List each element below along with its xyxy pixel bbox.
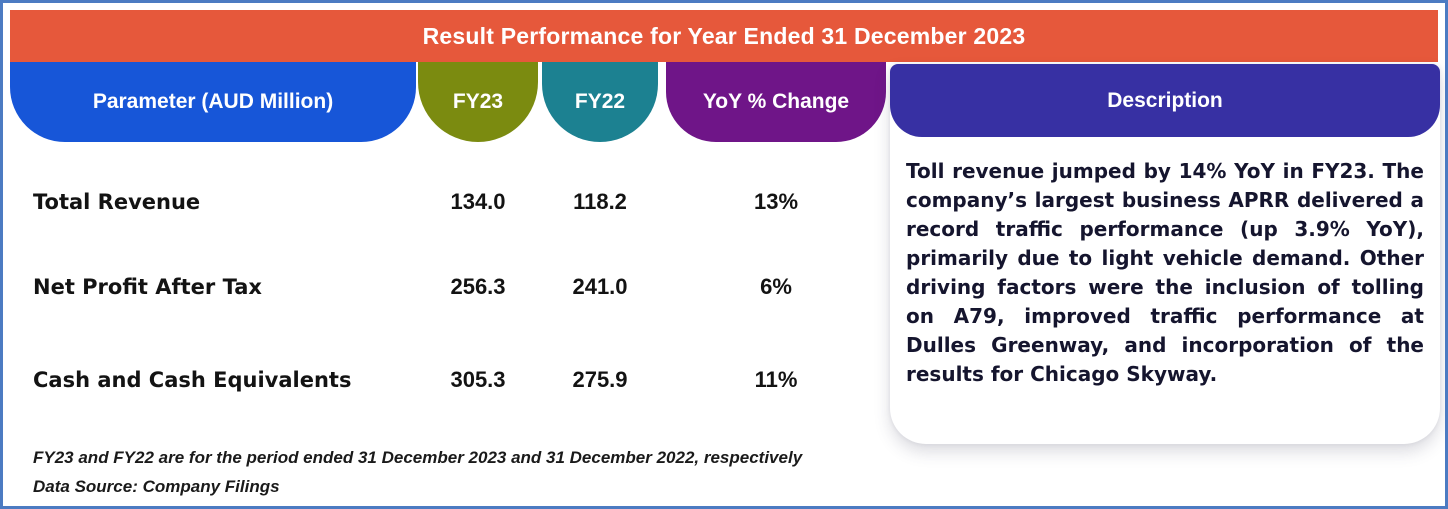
page-title: Result Performance for Year Ended 31 Dec… xyxy=(422,22,1026,49)
column-header-fy23: FY23 xyxy=(418,62,538,142)
column-header-fy23-label: FY23 xyxy=(452,90,504,113)
column-header-yoy-change: YoY % Change xyxy=(666,62,886,142)
column-header-fy22-label: FY22 xyxy=(574,90,626,113)
description-text: Toll revenue jumped by 14% YoY in FY23. … xyxy=(906,159,1424,386)
row-label-net-profit-after-tax: Net Profit After Tax xyxy=(33,275,262,299)
column-header-description: Description xyxy=(890,64,1440,137)
cell-net-profit-yoy: 6% xyxy=(760,274,792,299)
cell-total-revenue-fy22: 118.2 xyxy=(573,189,627,214)
cell-cash-fy23: 305.3 xyxy=(450,367,506,392)
title-banner: Result Performance for Year Ended 31 Dec… xyxy=(10,10,1438,62)
row-label-total-revenue: Total Revenue xyxy=(33,190,201,214)
column-header-parameter-label: Parameter (AUD Million) xyxy=(92,90,334,113)
footnote-data-source: Data Source: Company Filings xyxy=(33,477,280,496)
cell-cash-fy22: 275.9 xyxy=(572,367,628,392)
cell-net-profit-fy22: 241.0 xyxy=(572,274,628,299)
cell-net-profit-fy23: 256.3 xyxy=(450,274,506,299)
column-header-yoy-change-label: YoY % Change xyxy=(702,90,850,113)
column-header-fy22: FY22 xyxy=(542,62,658,142)
row-label-cash-and-cash-equivalents: Cash and Cash Equivalents xyxy=(33,368,352,392)
column-header-parameter: Parameter (AUD Million) xyxy=(10,62,416,142)
cell-total-revenue-fy23: 134.0 xyxy=(450,189,506,214)
description-card: Description Toll revenue jumped by 14% Y… xyxy=(890,64,1440,444)
footnote-period-definition: FY23 and FY22 are for the period ended 3… xyxy=(33,448,803,467)
column-header-description-label: Description xyxy=(1107,88,1223,112)
cell-cash-yoy: 11% xyxy=(754,367,798,392)
cell-total-revenue-yoy: 13% xyxy=(753,189,799,214)
